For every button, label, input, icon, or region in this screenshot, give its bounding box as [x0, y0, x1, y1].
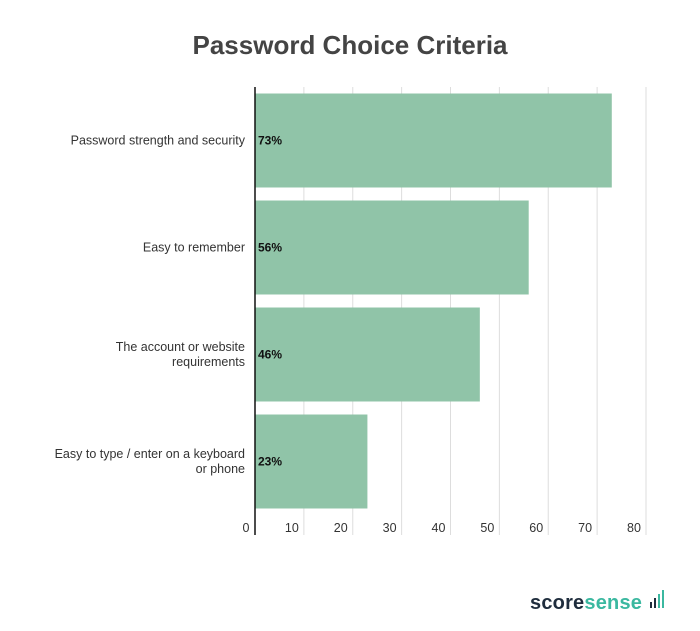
category-label-line: Easy to remember [143, 241, 245, 255]
bar [255, 93, 612, 188]
data-label: 46% [258, 348, 282, 362]
x-tick-label: 80 [627, 521, 641, 535]
brand-wordmark: scoresense [530, 592, 642, 615]
bar [255, 200, 529, 295]
category-label: Easy to remember [143, 241, 245, 255]
brand-wordmark-part1: score [530, 592, 585, 614]
category-label: Easy to type / enter on a keyboard or pho… [55, 447, 245, 476]
bar [255, 414, 368, 509]
x-tick-label: 60 [529, 521, 543, 535]
x-tick-label: 30 [383, 521, 397, 535]
data-label: 73% [258, 134, 282, 148]
category-label-line: Password strength and security [71, 134, 246, 148]
category-label-line: Easy to type / enter on a keyboard [55, 447, 245, 461]
bar [255, 307, 480, 402]
data-label: 23% [258, 455, 282, 469]
category-label-line: The account or website [116, 340, 245, 354]
signal-bars-icon [650, 590, 664, 608]
x-tick-label: 70 [578, 521, 592, 535]
data-label: 56% [258, 241, 282, 255]
category-label: Password strength and security [71, 134, 246, 148]
x-tick-label: 10 [285, 521, 299, 535]
category-label-line: or phone [196, 462, 245, 476]
category-label: The account or website requirements [116, 340, 245, 369]
category-label-line: requirements [172, 355, 245, 369]
x-tick-label: 20 [334, 521, 348, 535]
x-tick-label: 0 [243, 521, 250, 535]
scoresense-logo: scoresense [530, 590, 670, 620]
chart-title: Password Choice Criteria [192, 30, 508, 60]
x-tick-label: 40 [432, 521, 446, 535]
brand-wordmark-part2: sense [584, 592, 643, 614]
x-tick-label: 50 [480, 521, 494, 535]
